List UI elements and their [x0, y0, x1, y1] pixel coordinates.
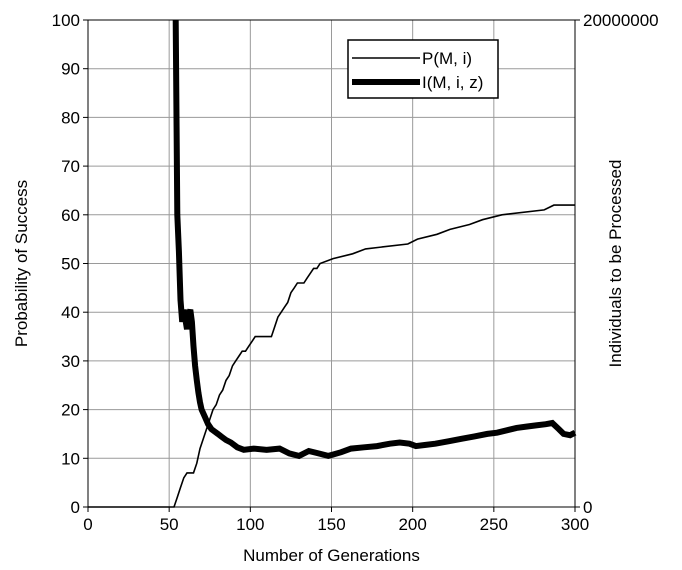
y-left-tick-label: 30: [61, 352, 80, 371]
series-line-p: [88, 204, 575, 508]
y-left-tick-label: 60: [61, 206, 80, 225]
x-axis-title: Number of Generations: [243, 546, 420, 565]
x-tick-label: 300: [561, 515, 589, 534]
y-axis-right-title: Individuals to be Processed: [606, 160, 625, 368]
y-left-tick-label: 100: [52, 11, 80, 30]
y-left-tick-label: 10: [61, 449, 80, 468]
x-tick-label: 150: [317, 515, 345, 534]
legend-box: [347, 39, 499, 99]
x-tick-label: 100: [236, 515, 264, 534]
y-left-tick-label: 20: [61, 401, 80, 420]
series-line-i: [172, 19, 577, 460]
y-axis-left-title: Probability of Success: [12, 180, 31, 347]
y-left-tick-label: 90: [61, 60, 80, 79]
legend-label-i: I(M, i, z): [422, 73, 483, 92]
x-tick-label: 50: [160, 515, 179, 534]
y-right-tick-label: 20000000: [583, 11, 659, 30]
legend: P(M, i) I(M, i, z): [347, 39, 499, 99]
x-tick-label: 250: [480, 515, 508, 534]
x-tick-label: 0: [83, 515, 92, 534]
x-tick-label: 200: [398, 515, 426, 534]
y-left-tick-label: 70: [61, 157, 80, 176]
y-right-tick-label: 0: [583, 498, 592, 517]
y-left-tick-label: 50: [61, 255, 80, 274]
y-left-tick-label: 80: [61, 108, 80, 127]
y-left-tick-label: 0: [71, 498, 80, 517]
legend-label-p: P(M, i): [422, 49, 472, 68]
y-left-tick-label: 40: [61, 303, 80, 322]
series: [88, 19, 577, 508]
ticks: 0 50 100 150 200 250 3000102030405060708090100…: [52, 11, 659, 534]
